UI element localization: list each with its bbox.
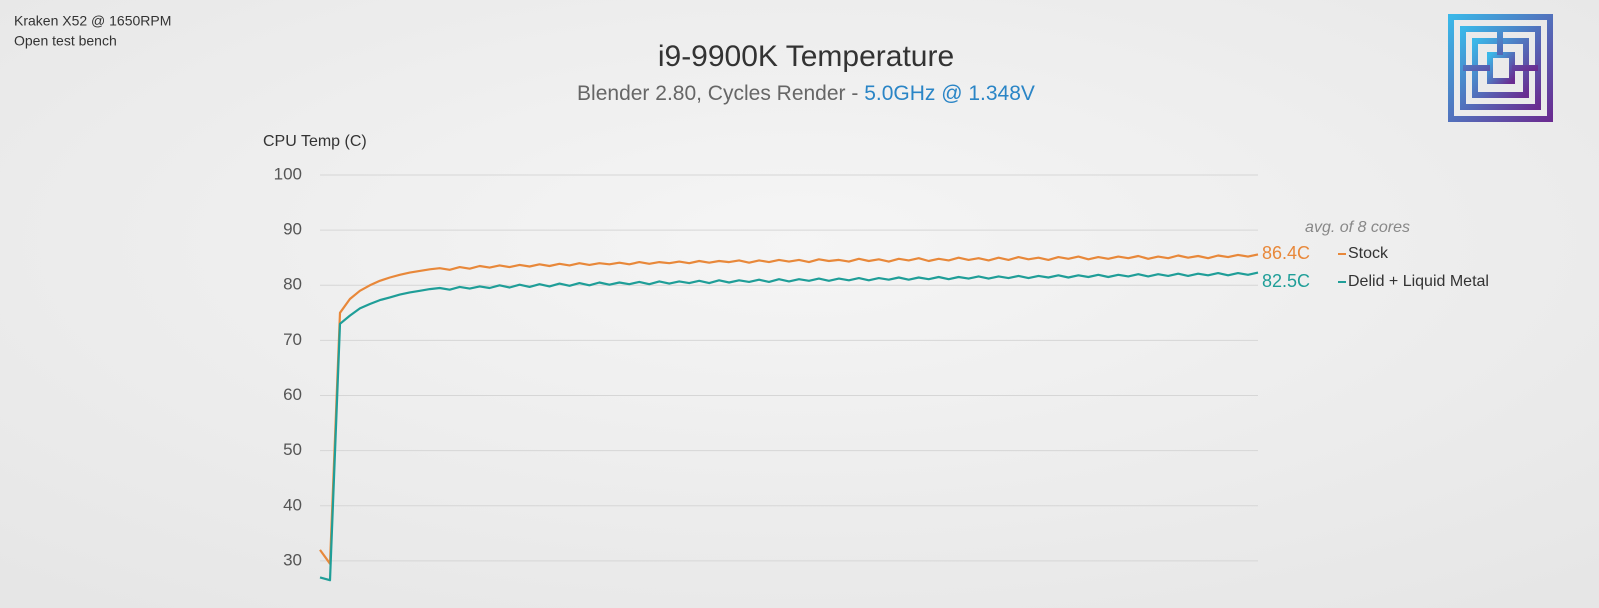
legend-title: avg. of 8 cores [1305,219,1410,236]
line-series [319,271,1259,582]
end-label: 82.5C [1262,271,1310,291]
y-tick-label: 50 [283,440,302,459]
y-tick-label: 70 [283,330,302,349]
line-series [319,253,1259,565]
y-tick-label: 80 [283,275,302,294]
subtitle-text: Blender 2.80, Cycles Render - [577,82,864,105]
note: Open test bench [14,33,117,49]
y-tick-label: 60 [283,385,302,404]
legend-label: Delid + Liquid Metal [1348,273,1489,290]
logo [1448,14,1553,122]
chart-title: i9-9900K Temperature [658,40,954,73]
y-tick-label: 30 [283,550,302,569]
subtitle: Blender 2.80, Cycles Render - 5.0GHz @ 1… [577,82,1035,105]
y-axis-title: CPU Temp (C) [263,133,367,150]
y-tick-label: 40 [283,495,302,514]
note: Kraken X52 @ 1650RPM [14,13,171,29]
y-tick-label: 100 [274,164,302,183]
legend-label: Stock [1348,245,1389,262]
y-tick-label: 90 [283,220,302,239]
end-label: 86.4C [1262,243,1310,263]
subtitle-highlight: 5.0GHz @ 1.348V [864,82,1035,105]
